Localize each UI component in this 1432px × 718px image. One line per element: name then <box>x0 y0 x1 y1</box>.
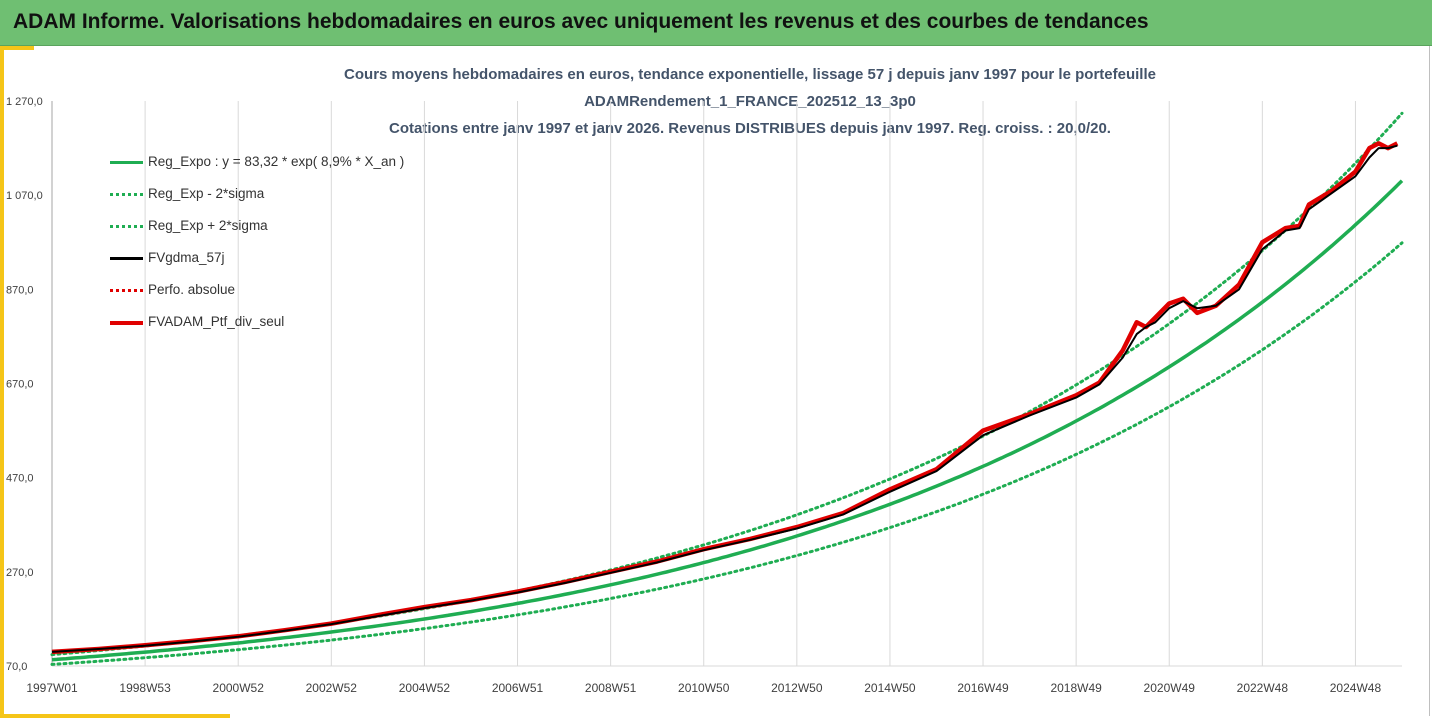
legend-swatch-solid-green <box>110 161 143 164</box>
series-fvgdma-57j <box>51 144 1398 653</box>
legend-item-reg-exp-plus: Reg_Exp + 2*sigma <box>110 216 450 236</box>
y-tick-label: 870,0 <box>6 284 34 296</box>
legend-label: Perfo. absolue <box>148 282 236 297</box>
x-tick-label: 1997W01 <box>26 681 78 695</box>
x-tick-label: 2024W48 <box>1330 681 1382 695</box>
chart-title-line-2: ADAMRendement_1_FRANCE_202512_13_3p0 <box>584 93 916 110</box>
x-tick-label: 2006W51 <box>492 681 544 695</box>
y-tick-label: 470,0 <box>6 473 34 485</box>
legend-label: Reg_Exp - 2*sigma <box>148 186 265 201</box>
legend-item-perfo-absolue: Perfo. absolue <box>110 280 450 300</box>
legend-swatch-solid-red <box>110 321 143 325</box>
chart-title-line-3: Cotations entre janv 1997 et janv 2026. … <box>389 120 1111 137</box>
legend-swatch-dotted-green <box>110 193 143 196</box>
x-tick-label: 2016W49 <box>957 681 1009 695</box>
legend-label: FVADAM_Ptf_div_seul <box>148 314 285 329</box>
legend-label: FVgdma_57j <box>148 250 225 265</box>
x-tick-label: 2022W48 <box>1237 681 1289 695</box>
x-tick-label: 2000W52 <box>213 681 265 695</box>
legend-swatch-dotted-green <box>110 225 143 228</box>
accent-stripe-left <box>0 46 4 718</box>
legend-label: Reg_Expo : y = 83,32 * exp( 8,9% * X_an … <box>148 154 405 169</box>
y-tick-label: 1 070,0 <box>6 190 43 202</box>
report-header: ADAM Informe. Valorisations hebdomadaire… <box>0 0 1432 46</box>
legend-item-reg-exp-minus: Reg_Exp - 2*sigma <box>110 184 450 204</box>
x-tick-label: 2018W49 <box>1050 681 1102 695</box>
y-tick-label: 270,0 <box>6 567 34 579</box>
report-title: ADAM Informe. Valorisations hebdomadaire… <box>13 10 1149 33</box>
x-tick-label: 2010W50 <box>678 681 730 695</box>
series-reg-exp-minus-2sigma <box>50 241 1404 666</box>
x-tick-label: 2012W50 <box>771 681 823 695</box>
x-tick-label: 1998W53 <box>119 681 171 695</box>
x-tick-label: 2008W51 <box>585 681 637 695</box>
x-tick-label: 2014W50 <box>864 681 916 695</box>
y-tick-label: 670,0 <box>6 379 34 391</box>
legend-swatch-solid-black <box>110 257 143 260</box>
legend-swatch-dotted-red <box>110 289 143 292</box>
series-reg-expo <box>51 179 1404 662</box>
legend-item-fvgdma: FVgdma_57j <box>110 248 450 268</box>
chart-title-line-1: Cours moyens hebdomadaires en euros, ten… <box>344 66 1156 83</box>
y-tick-label: 70,0 <box>6 661 27 673</box>
series-reg-exp-plus-2sigma <box>50 111 1404 657</box>
chart-frame <box>4 46 1430 716</box>
legend-item-fvadam: FVADAM_Ptf_div_seul <box>110 312 450 332</box>
legend-label: Reg_Exp + 2*sigma <box>148 218 268 233</box>
y-tick-label: 1 270,0 <box>6 96 43 108</box>
accent-stripe-top <box>4 46 34 50</box>
legend-item-reg-expo: Reg_Expo : y = 83,32 * exp( 8,9% * X_an … <box>110 152 450 172</box>
x-tick-label: 2002W52 <box>306 681 358 695</box>
accent-stripe-bottom <box>0 714 230 718</box>
x-tick-label: 2020W49 <box>1144 681 1196 695</box>
x-tick-label: 2004W52 <box>399 681 451 695</box>
